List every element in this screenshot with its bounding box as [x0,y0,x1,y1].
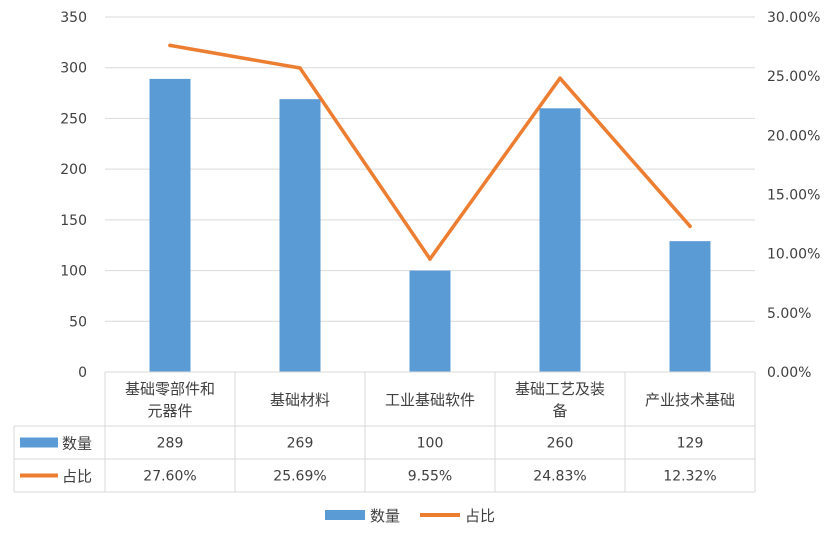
right-tick-label: 20.00% [767,128,820,144]
table-cell-count: 100 [417,436,444,452]
line-point [558,76,562,80]
table-cell-share: 25.69% [273,469,326,485]
bar [539,108,581,373]
line-series [168,43,692,261]
table-cell-share: 24.83% [533,469,586,485]
category-label: 基础工艺及装 [515,380,605,398]
line-point [168,43,172,48]
table-cell-count: 260 [547,436,574,452]
legend-label-count: 数量 [370,507,400,525]
table-row-header-share: 占比 [62,468,92,486]
category-label: 工业基础软件 [385,391,475,409]
left-tick-label: 100 [60,264,87,280]
legend-label-share: 占比 [465,507,495,525]
left-tick-label: 150 [60,213,87,229]
right-tick-label: 30.00% [767,10,820,26]
table-cell-count: 129 [677,436,704,452]
bar [669,241,711,372]
line-path [168,43,692,261]
line-point [688,224,692,229]
right-tick-label: 15.00% [767,188,820,204]
line-point [298,66,302,70]
bar-series [149,78,711,373]
left-tick-label: 50 [69,314,87,330]
bar [409,270,451,372]
line-point [428,257,432,261]
right-tick-label: 0.00% [767,365,811,381]
table-cell-share: 27.60% [143,469,196,485]
left-tick-label: 200 [60,162,87,178]
table-cell-share: 12.32% [663,469,716,485]
table-key-bar [20,437,58,448]
left-tick-label: 250 [60,111,87,127]
table-cell-count: 269 [287,436,314,452]
bar [279,99,321,373]
right-y-axis: 0.00% 5.00% 10.00% 15.00% 20.00% 25.00% 30.00% [767,10,820,381]
legend: 数量 占比 [325,507,495,525]
table-cell-count: 289 [157,436,184,452]
legend-key-bar [325,510,365,520]
category-label: 基础材料 [270,391,330,409]
left-tick-label: 0 [78,365,87,381]
category-label: 基础零部件和 [125,380,215,398]
table-row-header-count: 数量 [62,435,92,453]
left-tick-label: 300 [60,61,87,77]
left-tick-label: 350 [60,10,87,26]
category-label: 产业技术基础 [645,391,735,409]
right-tick-label: 5.00% [767,306,811,322]
right-tick-label: 25.00% [767,69,820,85]
bar [149,78,191,372]
category-label: 备 [552,402,567,420]
category-label: 元器件 [147,402,192,420]
left-y-axis: 0 50 100 150 200 250 300 350 [60,10,87,381]
table-cell-share: 9.55% [408,469,452,485]
right-tick-label: 10.00% [767,247,820,263]
